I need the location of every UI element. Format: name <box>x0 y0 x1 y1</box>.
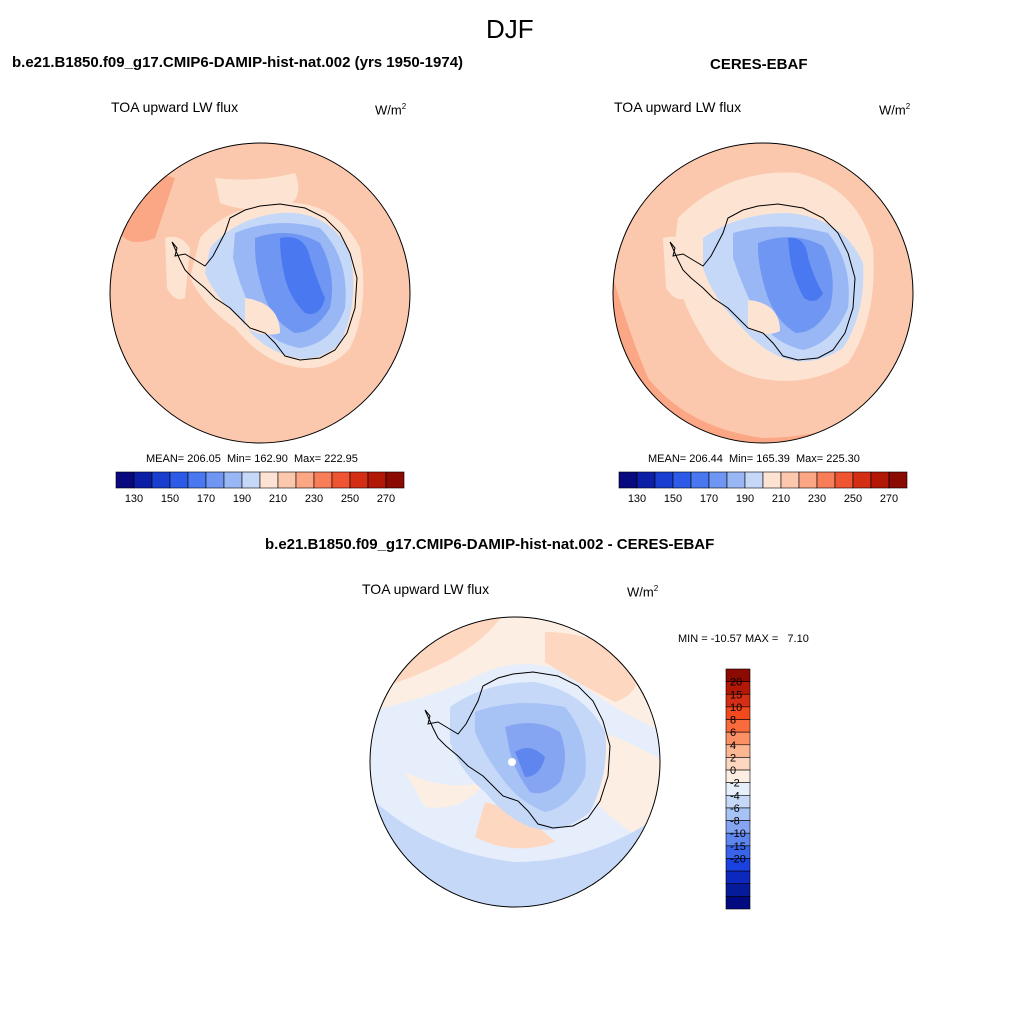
colorbar-swatch <box>241 471 261 489</box>
panel-2-units: W/m2 <box>879 102 911 118</box>
panel-3-stats: MIN = -10.57 MAX = 7.10 <box>678 633 809 645</box>
panel-2-stats: MEAN= 206.44 Min= 165.39 Max= 225.30 <box>648 453 860 465</box>
colorbar-swatch <box>725 870 751 885</box>
colorbar-tick-label: 170 <box>700 493 718 505</box>
panel-1-title: b.e21.B1850.f09_g17.CMIP6-DAMIP-hist-nat… <box>12 54 464 71</box>
colorbar-swatch <box>672 471 692 489</box>
colorbar-tick-label: 270 <box>377 493 395 505</box>
panel-2-title: CERES-EBAF <box>710 56 808 73</box>
colorbar-swatch <box>744 471 764 489</box>
map-panel-3 <box>369 616 661 908</box>
colorbar-tick-label: 15 <box>730 689 742 701</box>
colorbar-panel-2: 130 150 170 190 210 230 250 270 <box>618 471 908 505</box>
colorbar-tick-label: 230 <box>305 493 323 505</box>
colorbar-swatch <box>313 471 333 489</box>
colorbar-panel-1: 130 150 170 190 210 230 250 270 <box>115 471 405 505</box>
panel-1-subtitle: TOA upward LW flux <box>111 99 239 115</box>
colorbar-swatch <box>187 471 207 489</box>
colorbar-tick-label: 170 <box>197 493 215 505</box>
colorbar-tick-label: 4 <box>730 740 736 752</box>
colorbar-swatch <box>367 471 387 489</box>
colorbar-tick-label: 2 <box>730 752 736 764</box>
colorbar-swatch <box>654 471 674 489</box>
colorbar-tick-label: -4 <box>730 790 740 802</box>
antarctica-coastline <box>669 203 856 361</box>
colorbar-swatch <box>636 471 656 489</box>
map-panel-2 <box>612 142 914 444</box>
colorbar-tick-label: 150 <box>161 493 179 505</box>
colorbar-swatch <box>726 471 746 489</box>
colorbar-tick-label: 6 <box>730 727 736 739</box>
colorbar-tick-label: -15 <box>730 841 746 853</box>
colorbar-swatch <box>816 471 836 489</box>
colorbar-tick-label: 8 <box>730 715 736 727</box>
colorbar-swatch <box>385 471 405 489</box>
colorbar-swatch <box>223 471 243 489</box>
colorbar-tick-label: 210 <box>269 493 287 505</box>
colorbar-swatch <box>852 471 872 489</box>
panel-3-title: b.e21.B1850.f09_g17.CMIP6-DAMIP-hist-nat… <box>265 536 715 553</box>
colorbar-swatch <box>349 471 369 489</box>
colorbar-tick-label: 190 <box>736 493 754 505</box>
colorbar-swatch <box>295 471 315 489</box>
panel-3-units: W/m2 <box>627 584 659 600</box>
panel-3-subtitle: TOA upward LW flux <box>362 581 490 597</box>
panel-2-subtitle: TOA upward LW flux <box>614 99 742 115</box>
colorbar-tick-label: 130 <box>125 493 143 505</box>
colorbar-tick-label: -8 <box>730 816 740 828</box>
colorbar-swatch <box>690 471 710 489</box>
colorbar-tick-label: 10 <box>730 702 742 714</box>
colorbar-tick-label: 20 <box>730 677 742 689</box>
colorbar-swatch <box>708 471 728 489</box>
colorbar-swatch <box>798 471 818 489</box>
colorbar-swatch <box>888 471 908 489</box>
colorbar-swatch <box>618 471 638 489</box>
map-panel-1 <box>109 142 411 444</box>
colorbar-swatch <box>115 471 135 489</box>
colorbar-swatch <box>834 471 854 489</box>
colorbar-tick-label: 0 <box>730 765 736 777</box>
colorbar-swatch <box>780 471 800 489</box>
colorbar-tick-label: -6 <box>730 803 740 815</box>
colorbar-swatch <box>725 896 751 910</box>
panel-1-units: W/m2 <box>375 102 407 118</box>
colorbar-swatch <box>277 471 297 489</box>
antarctica-coastline <box>424 671 611 829</box>
colorbar-tick-label: -10 <box>730 828 746 840</box>
antarctica-coastline <box>171 203 358 361</box>
colorbar-tick-label: 270 <box>880 493 898 505</box>
colorbar-swatch <box>331 471 351 489</box>
colorbar-tick-label: 230 <box>808 493 826 505</box>
colorbar-tick-label: 250 <box>341 493 359 505</box>
panel-1-stats: MEAN= 206.05 Min= 162.90 Max= 222.95 <box>146 453 358 465</box>
colorbar-tick-label: 190 <box>233 493 251 505</box>
colorbar-tick-label: 130 <box>628 493 646 505</box>
colorbar-tick-label: 210 <box>772 493 790 505</box>
colorbar-tick-label: 250 <box>844 493 862 505</box>
colorbar-swatch <box>151 471 171 489</box>
colorbar-swatch <box>870 471 890 489</box>
figure-title: DJF <box>486 14 534 44</box>
colorbar-tick-label: -2 <box>730 778 740 790</box>
colorbar-swatch <box>762 471 782 489</box>
colorbar-swatch <box>725 883 751 897</box>
colorbar-tick-label: 150 <box>664 493 682 505</box>
colorbar-swatch <box>133 471 153 489</box>
colorbar-tick-label: -20 <box>730 853 746 865</box>
colorbar-swatch <box>259 471 279 489</box>
colorbar-swatch <box>205 471 225 489</box>
colorbar-swatch <box>169 471 189 489</box>
